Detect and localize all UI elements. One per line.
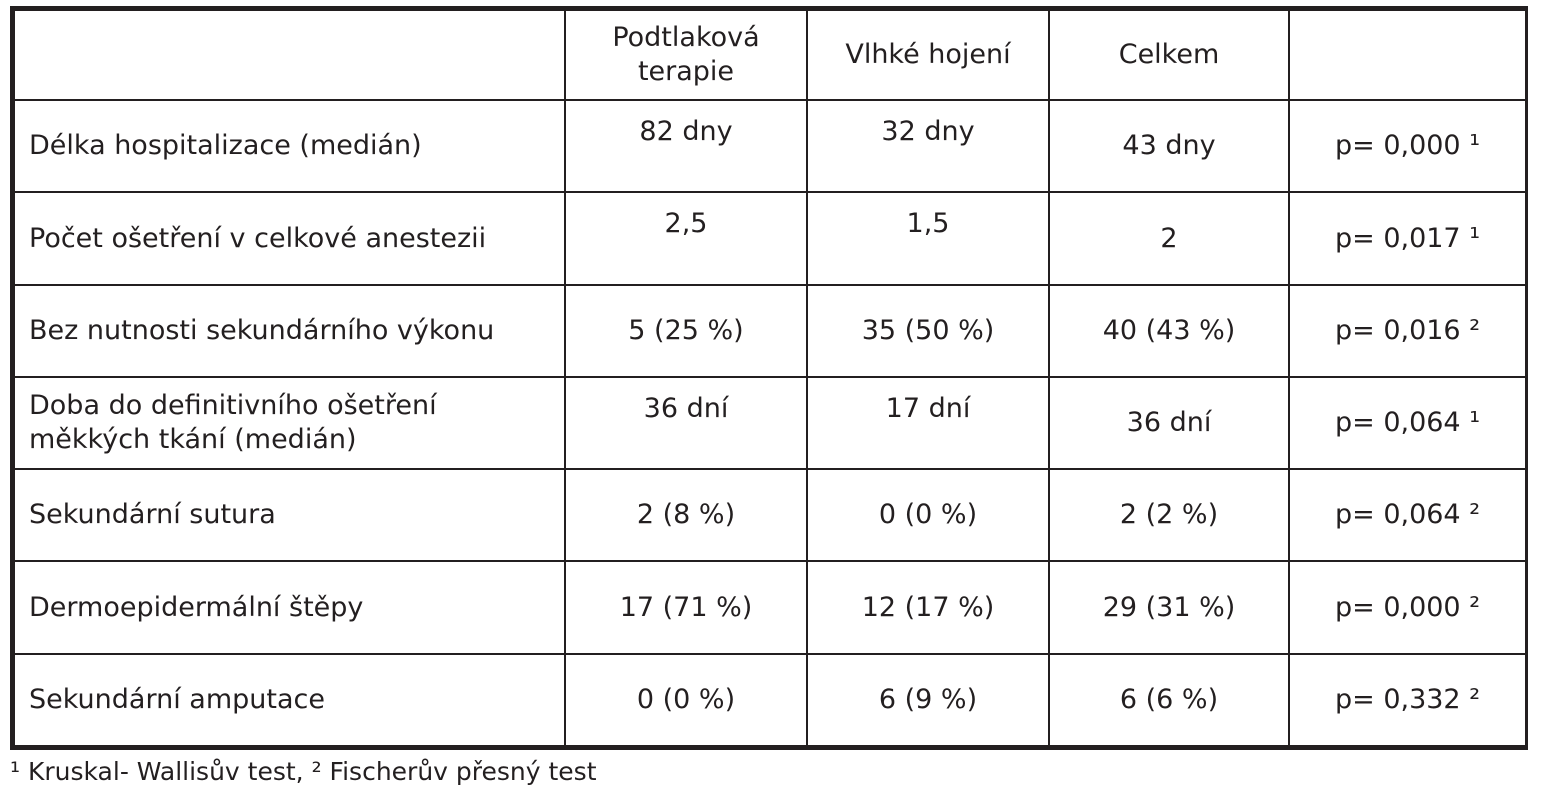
cell-podtlakova: 2,5 bbox=[564, 191, 808, 286]
cell-celkem: 29 (31 %) bbox=[1048, 560, 1290, 655]
cell-celkem: 2 bbox=[1048, 191, 1290, 286]
cell-vlhke: 17 dní bbox=[806, 375, 1050, 471]
cell-podtlakova: 17 (71 %) bbox=[564, 560, 808, 655]
row-label: Sekundární amputace bbox=[13, 652, 566, 748]
row-label: Dermoepidermální štěpy bbox=[13, 560, 566, 655]
cell-vlhke: 0 (0 %) bbox=[806, 468, 1050, 563]
results-table-grid: Podtlaková terapie Vlhké hojení Celkem D… bbox=[13, 8, 1527, 748]
row-label: Délka hospitalizace (medián) bbox=[13, 99, 566, 194]
header-empty-p bbox=[1288, 8, 1527, 102]
cell-p-value: p= 0,016 ² bbox=[1288, 283, 1527, 378]
cell-podtlakova: 2 (8 %) bbox=[564, 468, 808, 563]
cell-celkem: 6 (6 %) bbox=[1048, 652, 1290, 748]
cell-celkem: 36 dní bbox=[1048, 375, 1290, 471]
header-celkem: Celkem bbox=[1048, 8, 1290, 102]
row-label: Bez nutnosti sekundárního výkonu bbox=[13, 283, 566, 378]
cell-vlhke: 12 (17 %) bbox=[806, 560, 1050, 655]
table-row: Bez nutnosti sekundárního výkonu 5 (25 %… bbox=[13, 283, 1527, 378]
table-row: Délka hospitalizace (medián) 82 dny 32 d… bbox=[13, 99, 1527, 194]
table-row: Sekundární amputace 0 (0 %) 6 (9 %) 6 (6… bbox=[13, 652, 1527, 748]
table-header-row: Podtlaková terapie Vlhké hojení Celkem bbox=[13, 8, 1527, 102]
cell-vlhke: 6 (9 %) bbox=[806, 652, 1050, 748]
cell-p-value: p= 0,064 ² bbox=[1288, 468, 1527, 563]
cell-celkem: 2 (2 %) bbox=[1048, 468, 1290, 563]
header-vlhke-hojeni: Vlhké hojení bbox=[806, 8, 1050, 102]
cell-podtlakova: 0 (0 %) bbox=[564, 652, 808, 748]
table-row: Počet ošetření v celkové anestezii 2,5 1… bbox=[13, 191, 1527, 286]
table-row: Sekundární sutura 2 (8 %) 0 (0 %) 2 (2 %… bbox=[13, 468, 1527, 563]
cell-celkem: 40 (43 %) bbox=[1048, 283, 1290, 378]
table-row: Dermoepidermální štěpy 17 (71 %) 12 (17 … bbox=[13, 560, 1527, 655]
row-label: Doba do definitivního ošetření měkkých t… bbox=[13, 375, 566, 471]
row-label: Sekundární sutura bbox=[13, 468, 566, 563]
header-empty-label bbox=[13, 8, 566, 102]
results-table: Podtlaková terapie Vlhké hojení Celkem D… bbox=[10, 6, 1528, 750]
cell-celkem: 43 dny bbox=[1048, 99, 1290, 194]
cell-p-value: p= 0,332 ² bbox=[1288, 652, 1527, 748]
table-footnote: ¹ Kruskal- Wallisův test, ² Fischerův př… bbox=[10, 757, 597, 786]
header-podtlakova-terapie: Podtlaková terapie bbox=[564, 8, 808, 102]
cell-p-value: p= 0,000 ² bbox=[1288, 560, 1527, 655]
cell-vlhke: 32 dny bbox=[806, 99, 1050, 194]
cell-podtlakova: 5 (25 %) bbox=[564, 283, 808, 378]
cell-vlhke: 35 (50 %) bbox=[806, 283, 1050, 378]
cell-vlhke: 1,5 bbox=[806, 191, 1050, 286]
cell-p-value: p= 0,000 ¹ bbox=[1288, 99, 1527, 194]
cell-podtlakova: 36 dní bbox=[564, 375, 808, 471]
cell-p-value: p= 0,017 ¹ bbox=[1288, 191, 1527, 286]
row-label: Počet ošetření v celkové anestezii bbox=[13, 191, 566, 286]
table-row: Doba do definitivního ošetření měkkých t… bbox=[13, 375, 1527, 471]
cell-p-value: p= 0,064 ¹ bbox=[1288, 375, 1527, 471]
cell-podtlakova: 82 dny bbox=[564, 99, 808, 194]
